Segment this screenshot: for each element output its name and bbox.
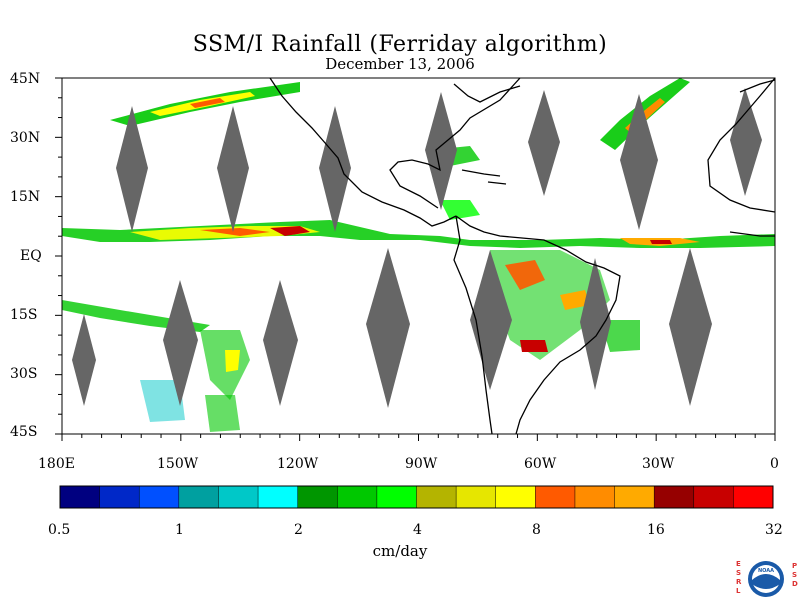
lon-label-30w: 30W	[642, 456, 675, 472]
lat-label-15n: 15N	[10, 189, 41, 205]
cbar-label-4: 4	[413, 522, 422, 538]
map-subtitle: December 13, 2006	[325, 55, 475, 73]
lat-label-15s: 15S	[10, 307, 38, 323]
colorbar-swatch	[218, 486, 259, 508]
cbar-label-8: 8	[532, 522, 541, 538]
logo-right-letters: PSD	[792, 562, 798, 588]
no-data-swath-gaps	[72, 88, 762, 408]
colorbar-swatch	[614, 486, 655, 508]
colorbar-swatch	[258, 486, 299, 508]
coastlines	[269, 78, 775, 434]
axis-ticks	[55, 77, 776, 441]
colorbar-swatch	[733, 486, 774, 508]
colorbar-unit-label: cm/day	[372, 542, 428, 560]
colorbar-swatch	[178, 486, 219, 508]
colorbar-swatch	[337, 486, 378, 508]
lat-label-45n: 45N	[10, 71, 41, 87]
map-title: SSM/I Rainfall (Ferriday algorithm)	[192, 32, 608, 57]
cbar-label-2: 2	[294, 522, 303, 538]
colorbar-swatch	[297, 486, 338, 508]
noaa-badge-icon	[748, 561, 784, 597]
cbar-label-1: 1	[175, 522, 184, 538]
lat-label-45s: 45S	[10, 424, 38, 440]
cbar-label-32: 32	[765, 522, 783, 538]
lat-label-eq: EQ	[20, 248, 42, 264]
cbar-label-0-5: 0.5	[48, 522, 71, 538]
colorbar-swatch	[654, 486, 695, 508]
noaa-esrl-psd-logo: ESRL NOAA PSD	[733, 558, 799, 600]
lon-label-150w: 150W	[157, 456, 199, 472]
cbar-label-16: 16	[647, 522, 665, 538]
lon-label-90w: 90W	[405, 456, 438, 472]
colorbar-swatch	[456, 486, 497, 508]
colorbar-swatch	[574, 486, 616, 508]
lat-label-30s: 30S	[10, 366, 38, 382]
colorbar	[59, 485, 774, 509]
colorbar-swatch	[60, 486, 101, 508]
colorbar-swatch	[535, 486, 576, 508]
colorbar-swatch	[376, 486, 417, 508]
colorbar-swatch	[693, 486, 734, 508]
logo-badge-text: NOAA	[757, 568, 775, 574]
logo-left-letters: ESRL	[736, 560, 742, 595]
colorbar-swatch	[416, 486, 457, 508]
colorbar-swatch	[99, 486, 140, 508]
colorbar-swatch	[495, 486, 536, 508]
lat-label-30n: 30N	[10, 130, 41, 146]
lon-label-0: 0	[770, 456, 779, 472]
lon-label-60w: 60W	[524, 456, 557, 472]
lon-label-120w: 120W	[277, 456, 319, 472]
rainfall-field	[62, 78, 775, 432]
colorbar-swatch	[139, 486, 180, 508]
lon-label-180e: 180E	[38, 456, 75, 472]
